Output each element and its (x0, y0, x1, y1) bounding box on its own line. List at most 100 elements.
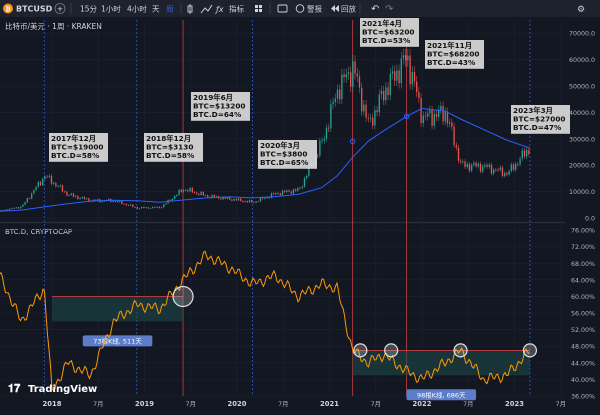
price-candle (479, 163, 482, 172)
price-candle (325, 127, 328, 139)
compare-button[interactable] (200, 4, 213, 14)
alert-button[interactable]: 警报 (295, 4, 322, 14)
price-candle (440, 105, 442, 110)
annotation-callout-box (258, 140, 317, 169)
dominance-tick-label: 60.00% (571, 294, 595, 301)
price-candle (35, 187, 37, 191)
interval-4h-button[interactable]: 4小时 (127, 4, 147, 14)
price-candle (526, 150, 528, 157)
price-candle (75, 195, 77, 197)
annotation-callout-box (49, 133, 108, 162)
price-candle (136, 207, 138, 209)
indicators-button[interactable]: ƒx 指标 (214, 4, 244, 15)
price-candle (281, 190, 284, 196)
settings-gear-icon[interactable]: ⚙ (577, 5, 585, 15)
price-candle (323, 138, 325, 141)
compare-icon (200, 4, 213, 14)
price-candle (68, 195, 70, 196)
annotation-callout-line: BTC=$13200 (193, 102, 245, 111)
price-candle (66, 191, 68, 196)
price-candle (185, 189, 187, 191)
price-candle (28, 198, 31, 200)
price-candle (528, 150, 530, 154)
layout-grid-button[interactable] (255, 5, 262, 12)
price-candle (268, 197, 270, 199)
price-candle (499, 167, 501, 170)
grid-icon-cell (259, 9, 262, 12)
price-candle (125, 203, 127, 206)
highlight-circle (384, 343, 399, 358)
price-candle (31, 193, 33, 199)
price-candle (523, 150, 526, 157)
replay-icon (331, 5, 335, 12)
price-axis[interactable]: 70000.0 60000.0 50000.0 40000.0 30000.0 20000… (569, 31, 595, 223)
add-circle-icon (54, 3, 66, 14)
price-candle (299, 187, 301, 189)
price-candle (154, 206, 156, 208)
highlight-circle (353, 343, 368, 358)
price-candle (213, 194, 215, 198)
redo-icon[interactable]: ↷ (385, 4, 394, 15)
price-candle (497, 169, 499, 171)
interval-15m-button[interactable]: 15分 (80, 5, 98, 14)
interval-week-button[interactable]: 周 (166, 5, 174, 14)
price-candle (0, 210, 2, 211)
price-candle (171, 198, 174, 201)
interval-buttons: 15分 1小时 4小时 天 周 (80, 4, 174, 14)
price-candle (130, 204, 132, 206)
price-candle (132, 204, 134, 207)
price-candle (92, 199, 94, 201)
price-candle (211, 194, 213, 198)
price-candle (495, 169, 497, 171)
price-candle (240, 198, 242, 201)
price-candle (160, 207, 163, 209)
price-candle (246, 201, 248, 203)
range-label-tag (82, 335, 153, 347)
interval-day-button[interactable]: 天 (152, 5, 160, 14)
range-label: 98根K线, 686天 (417, 390, 466, 399)
time-axis[interactable]: 2018 7月 2019 7月 2020 7月 2021 7月 2022 7月 2023 7月 (43, 400, 566, 408)
price-candle (235, 199, 237, 201)
highlight-circles (172, 285, 538, 358)
price-candle (17, 207, 20, 209)
price-candle (233, 199, 235, 201)
undo-icon[interactable]: ↶ (371, 4, 379, 15)
replay-button[interactable]: 回放 (331, 4, 356, 14)
grid-icon (255, 5, 258, 8)
highlight-circle (453, 343, 468, 358)
price-candle (158, 206, 160, 209)
price-candle (72, 193, 75, 197)
price-candle (26, 198, 28, 203)
price-candle (147, 207, 149, 209)
symbol-button[interactable]: ₿ BTCUSD (3, 3, 53, 14)
price-candle (413, 72, 416, 82)
dominance-tick-label: 40.00% (571, 377, 595, 384)
price-candle (400, 58, 402, 84)
bar-style-button[interactable] (187, 4, 193, 14)
price-candle (48, 175, 50, 177)
add-symbol-button[interactable]: + (54, 3, 66, 14)
price-candle (358, 76, 361, 88)
templates-button[interactable] (277, 4, 288, 13)
price-candle (376, 110, 378, 113)
bar-style-icon-body (187, 5, 193, 13)
symbol-label: BTCUSD (16, 5, 53, 14)
price-candle (141, 206, 143, 209)
annotation-callout-line: BTC=$19000 (51, 143, 103, 152)
price-candle (61, 185, 64, 192)
price-candle (508, 171, 510, 175)
price-candle (471, 165, 473, 171)
interval-1h-button[interactable]: 1小时 (101, 4, 121, 14)
price-candle (372, 117, 374, 126)
price-candle (86, 198, 88, 200)
price-tick-label: 40000.0 (569, 110, 595, 117)
grid-icon-cell (259, 5, 262, 8)
price-candle (242, 200, 244, 202)
price-candle (22, 204, 24, 207)
dominance-axis[interactable]: 76.00% 72.00% 68.00% 64.00% 60.00% 56.00% 52.0… (571, 228, 595, 401)
price-candle (519, 158, 521, 165)
price-tick-label: 20000.0 (569, 163, 595, 170)
price-candle (266, 197, 268, 199)
annotation-callout-line: BTC=$3130 (146, 143, 193, 152)
price-candle (433, 114, 435, 126)
